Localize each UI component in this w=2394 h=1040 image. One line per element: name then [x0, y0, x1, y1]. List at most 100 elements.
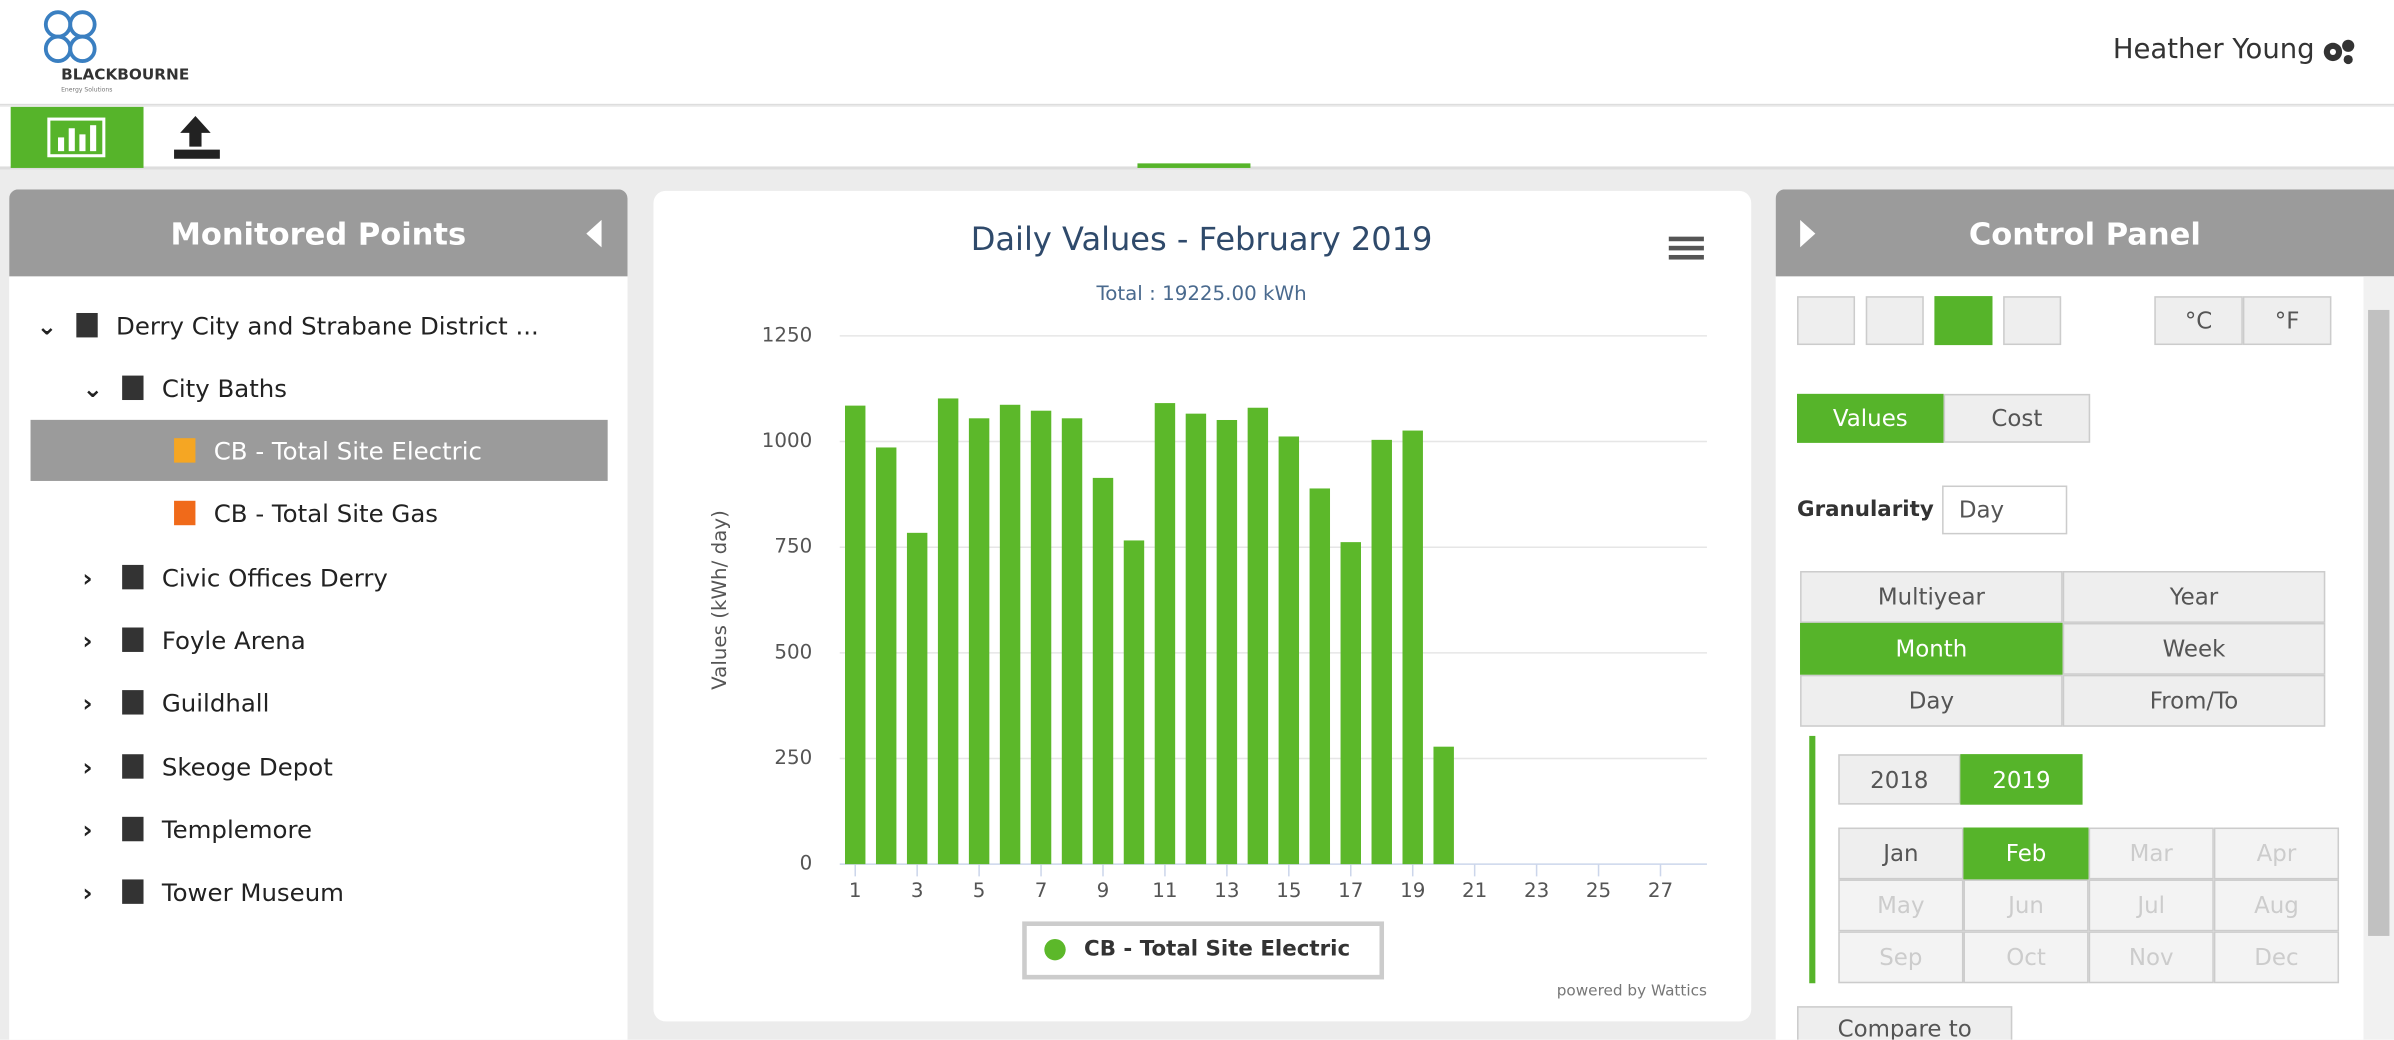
- tree-item[interactable]: CB - Total Site Electric: [174, 420, 482, 481]
- legend-marker: [1044, 938, 1066, 961]
- tree-item[interactable]: › Skeoge Depot: [82, 736, 332, 797]
- y-tick-label: 750: [774, 535, 812, 558]
- x-tick-label: 17: [1338, 879, 1363, 902]
- year-button[interactable]: 2019: [1960, 754, 2083, 805]
- y-tick-label: 250: [774, 746, 812, 769]
- tree-icon: [122, 564, 144, 590]
- granularity-select[interactable]: Day: [1942, 485, 2068, 535]
- x-tick-label: 5: [973, 879, 986, 902]
- tree-icon: [122, 690, 144, 715]
- month-button[interactable]: Jan: [1838, 827, 1964, 880]
- tree-label: CB - Total Site Gas: [213, 498, 439, 528]
- month-button[interactable]: May: [1838, 879, 1964, 932]
- tree-icon: [122, 816, 144, 842]
- unit-button[interactable]: °F: [2242, 296, 2332, 346]
- tree-icon: [122, 627, 144, 652]
- tree-item[interactable]: ⌄ Derry City and Strabane District ...: [37, 295, 539, 356]
- tree-item[interactable]: ⌄ City Baths: [82, 357, 287, 418]
- legend-label: CB - Total Site Electric: [1084, 937, 1350, 962]
- menu-icon[interactable]: [1668, 236, 1704, 260]
- chart: Daily Values - February 2019 Total : 192…: [708, 220, 1707, 999]
- chart-type-button[interactable]: [1865, 296, 1924, 346]
- left-panel: Monitored Points ⌄ Derry City and Straban…: [9, 189, 628, 1040]
- granularity-label: Granularity: [1797, 497, 1934, 523]
- bar: [1371, 439, 1392, 865]
- bar: [1061, 418, 1083, 865]
- unit-button[interactable]: °C: [2154, 296, 2243, 346]
- chevron: ⌄: [82, 373, 103, 403]
- active-underline: [1137, 163, 1251, 168]
- period-button[interactable]: Year: [2062, 571, 2326, 623]
- tree-item[interactable]: › Tower Museum: [82, 861, 344, 922]
- month-button[interactable]: Sep: [1838, 931, 1964, 984]
- tree-icon: [122, 754, 144, 779]
- chart-type-button[interactable]: [2003, 296, 2062, 346]
- tree-label: Civic Offices Derry: [161, 562, 388, 592]
- bar: [875, 447, 897, 865]
- month-button[interactable]: Feb: [1963, 827, 2089, 880]
- bar: [906, 532, 928, 865]
- month-button[interactable]: Jul: [2088, 879, 2214, 932]
- y-axis-label: Values (kWh/ day): [708, 510, 731, 690]
- tree-icon: [122, 879, 144, 904]
- x-tick-label: 19: [1400, 879, 1425, 902]
- selection-bar: [1809, 735, 1816, 984]
- y-tick-label: 1250: [762, 323, 812, 346]
- x-tick-label: 27: [1648, 879, 1673, 902]
- chart-tab[interactable]: [10, 106, 144, 168]
- chart-card: Daily Values - February 2019 Total : 192…: [653, 190, 1752, 1022]
- bar: [844, 405, 866, 865]
- mode-button[interactable]: Values: [1797, 393, 1944, 443]
- period-button[interactable]: Multiyear: [1800, 571, 2063, 623]
- month-button[interactable]: Apr: [2213, 827, 2340, 880]
- tree-item[interactable]: › Civic Offices Derry: [82, 547, 387, 608]
- period-button[interactable]: Month: [1800, 622, 2063, 675]
- month-button[interactable]: Aug: [2213, 879, 2340, 932]
- tree-item[interactable]: › Templemore: [82, 799, 312, 860]
- month-button[interactable]: Jun: [1963, 879, 2089, 932]
- expand-icon[interactable]: [1800, 219, 1818, 248]
- x-tick-label: 9: [1097, 879, 1110, 902]
- period-button[interactable]: From/To: [2062, 674, 2326, 727]
- x-tick-label: 21: [1462, 879, 1487, 902]
- scrollbar[interactable]: [2363, 276, 2394, 1040]
- tree-label: Foyle Arena: [161, 625, 306, 655]
- credit: powered by Wattics: [1557, 981, 1707, 999]
- chart-subtitle: Total : 19225.00 kWh: [1095, 282, 1306, 305]
- month-button[interactable]: Oct: [1963, 931, 2089, 984]
- chart-type-button[interactable]: [1934, 296, 1993, 346]
- tree-item[interactable]: CB - Total Site Gas: [174, 482, 438, 543]
- user-name[interactable]: Heather Young: [2112, 33, 2315, 66]
- bar: [1092, 477, 1114, 865]
- bar: [937, 398, 959, 865]
- settings-icon[interactable]: [2321, 37, 2358, 68]
- top-header: BLACKBOURNE Energy Solutions Heather You…: [0, 0, 2394, 106]
- y-tick-label: 1000: [762, 429, 812, 452]
- bar: [1402, 430, 1423, 865]
- upload-icon[interactable]: [168, 113, 229, 162]
- tree-label: Skeoge Depot: [161, 751, 333, 781]
- bar: [1030, 410, 1052, 865]
- tree-label: Guildhall: [161, 687, 270, 717]
- collapse-icon[interactable]: [586, 219, 604, 248]
- chevron: ›: [82, 625, 93, 655]
- month-button[interactable]: Nov: [2088, 931, 2214, 984]
- tree-item[interactable]: › Foyle Arena: [82, 609, 305, 670]
- mode-button[interactable]: Cost: [1943, 393, 2091, 443]
- bar: [1309, 488, 1331, 865]
- control-panel: Control Panel °C °F Values Cost Granularity D…: [1775, 189, 2394, 1040]
- month-button[interactable]: Mar: [2088, 827, 2214, 880]
- x-tick-label: 1: [849, 879, 862, 902]
- period-button[interactable]: Week: [2062, 622, 2326, 675]
- bar: [1278, 436, 1300, 865]
- period-button[interactable]: Day: [1800, 674, 2063, 727]
- y-tick-label: 0: [800, 852, 813, 875]
- tagline: Energy Solutions: [61, 85, 113, 94]
- chart-type-button[interactable]: [1797, 296, 1856, 346]
- compare-button[interactable]: Compare to: [1797, 1006, 2013, 1040]
- bar: [1123, 540, 1145, 865]
- year-button[interactable]: 2018: [1838, 754, 1961, 805]
- month-button[interactable]: Dec: [2213, 931, 2340, 984]
- tree-item[interactable]: › Guildhall: [82, 672, 269, 733]
